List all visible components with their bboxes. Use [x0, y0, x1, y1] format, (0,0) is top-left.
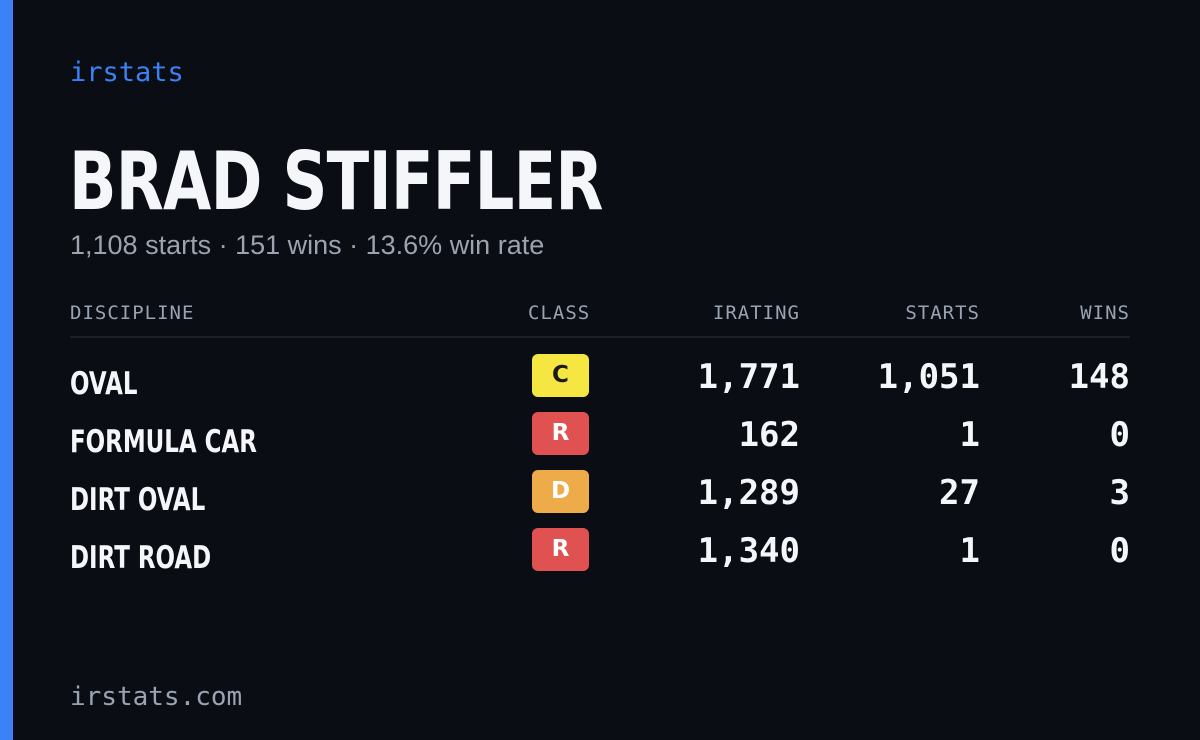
table-row: FORMULA CAR R 162 1 0 [70, 412, 1130, 460]
discipline-name: OVAL [70, 366, 138, 402]
class-badge: D [532, 470, 589, 513]
class-badge: R [532, 412, 589, 455]
footer-url: irstats.com [70, 682, 243, 712]
irating-value: 1,771 [697, 357, 800, 397]
wins-value: 148 [1068, 357, 1130, 397]
starts-value: 1 [959, 415, 980, 455]
table-row: OVAL C 1,771 1,051 148 [70, 354, 1130, 402]
discipline-name: DIRT ROAD [70, 540, 212, 576]
header-starts: STARTS [905, 302, 980, 324]
discipline-name: FORMULA CAR [70, 424, 257, 460]
brand-logo-text: irstats [70, 57, 184, 88]
irating-value: 162 [738, 415, 800, 455]
wins-value: 3 [1109, 473, 1130, 513]
table-header: DISCIPLINE CLASS IRATING STARTS WINS [70, 298, 1130, 328]
irating-value: 1,340 [697, 531, 800, 571]
class-badge: C [532, 354, 589, 397]
header-wins: WINS [1080, 302, 1130, 324]
table-row: DIRT ROAD R 1,340 1 0 [70, 528, 1130, 576]
table-row: DIRT OVAL D 1,289 27 3 [70, 470, 1130, 518]
header-divider [70, 336, 1130, 338]
discipline-name: DIRT OVAL [70, 482, 206, 518]
starts-value: 27 [939, 473, 980, 513]
header-class: CLASS [528, 302, 591, 324]
accent-bar [0, 0, 13, 740]
starts-value: 1,051 [877, 357, 980, 397]
driver-name: BRAD STIFFLER [69, 135, 603, 228]
driver-summary: 1,108 starts · 151 wins · 13.6% win rate [70, 230, 545, 260]
irating-value: 1,289 [697, 473, 800, 513]
class-badge: R [532, 528, 589, 571]
header-irating: IRATING [712, 302, 800, 324]
wins-value: 0 [1109, 531, 1130, 571]
header-discipline: DISCIPLINE [70, 302, 195, 324]
wins-value: 0 [1109, 415, 1130, 455]
starts-value: 1 [959, 531, 980, 571]
